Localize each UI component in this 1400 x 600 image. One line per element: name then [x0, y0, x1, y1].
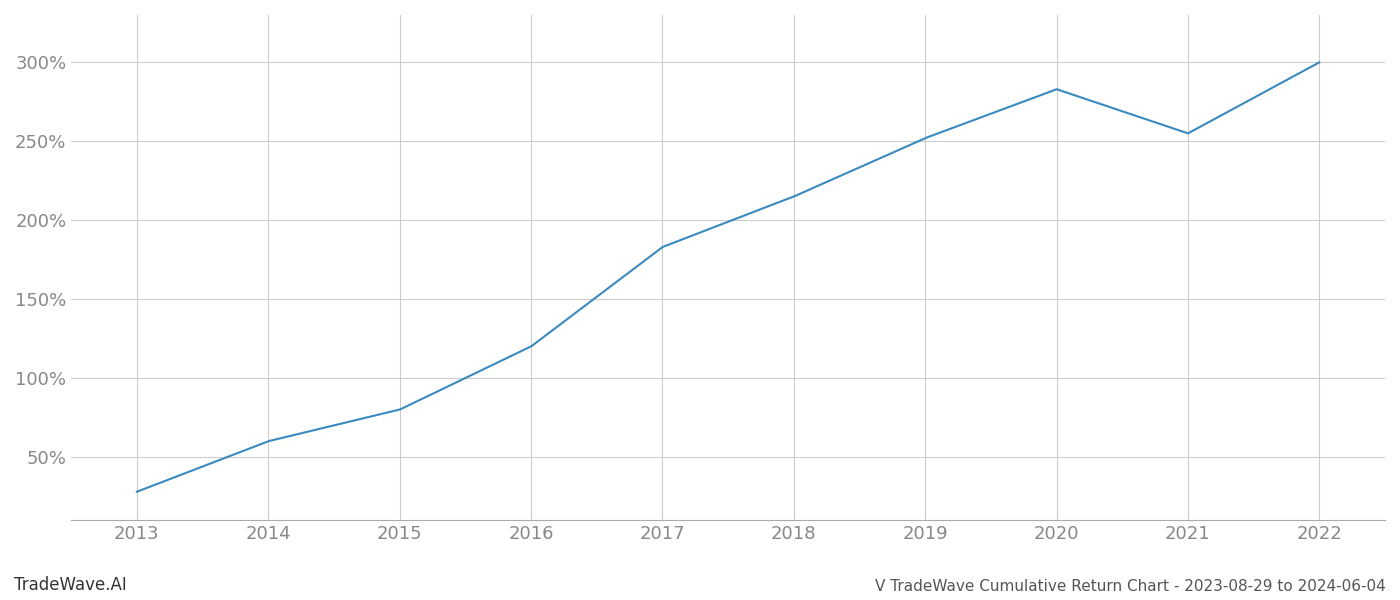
Text: TradeWave.AI: TradeWave.AI: [14, 576, 127, 594]
Text: V TradeWave Cumulative Return Chart - 2023-08-29 to 2024-06-04: V TradeWave Cumulative Return Chart - 20…: [875, 579, 1386, 594]
